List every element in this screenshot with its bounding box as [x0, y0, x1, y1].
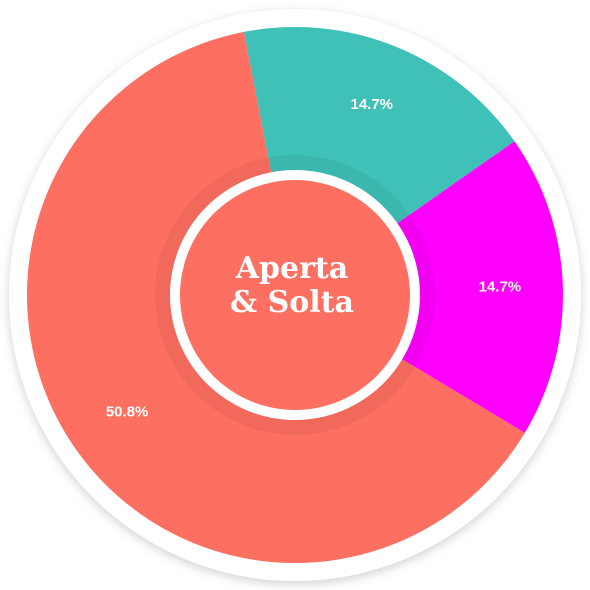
slice — [295, 141, 564, 433]
center-text: & Solta — [230, 285, 354, 320]
value-label: 14.7% — [350, 96, 393, 113]
value-label: 50.8% — [106, 404, 149, 421]
center-disc — [180, 180, 410, 410]
center-text: Aperta — [235, 251, 348, 286]
value-label: 14.7% — [479, 279, 522, 296]
